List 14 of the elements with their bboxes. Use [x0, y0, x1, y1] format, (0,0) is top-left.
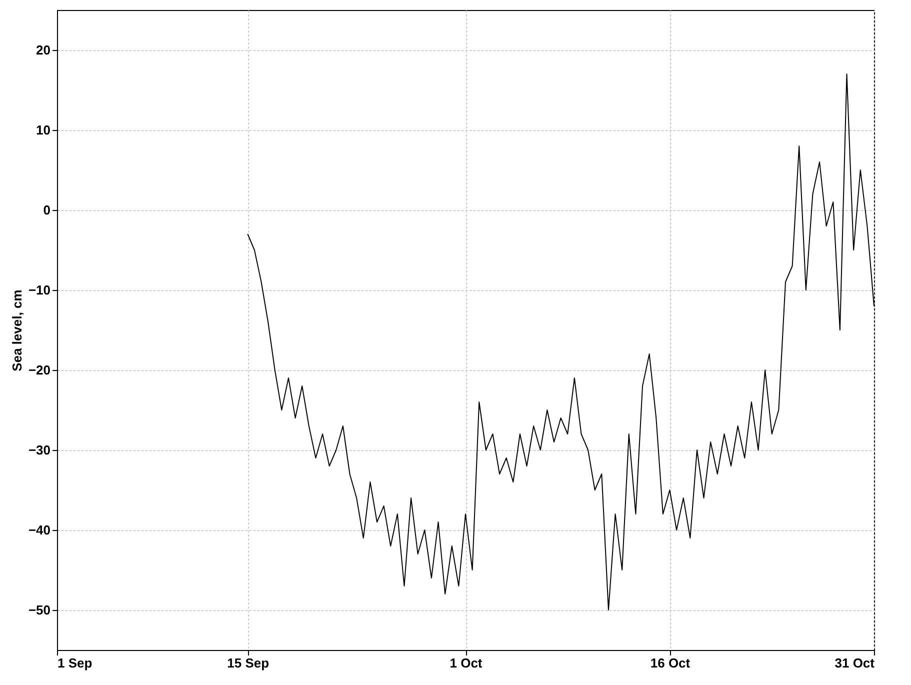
y-tick-label: 10 — [36, 122, 50, 138]
y-axis-title: Sea level, cm — [9, 290, 24, 372]
x-tick-label: 1 Oct — [450, 656, 483, 670]
y-tick-label: −40 — [28, 522, 50, 538]
y-tick-label: −10 — [28, 282, 50, 298]
x-tick-label: 16 Oct — [650, 656, 691, 670]
x-tick-label: 31 Oct — [834, 656, 876, 670]
y-tick-label: −30 — [28, 442, 50, 458]
x-tick-label: 1 Sep — [58, 656, 92, 670]
y-tick-label: 20 — [36, 42, 50, 58]
y-tick-label: −50 — [28, 602, 50, 618]
y-tick-label: 0 — [43, 202, 50, 218]
y-tick-label: −20 — [28, 362, 50, 378]
x-tick-label: 15 Sep — [227, 656, 270, 670]
